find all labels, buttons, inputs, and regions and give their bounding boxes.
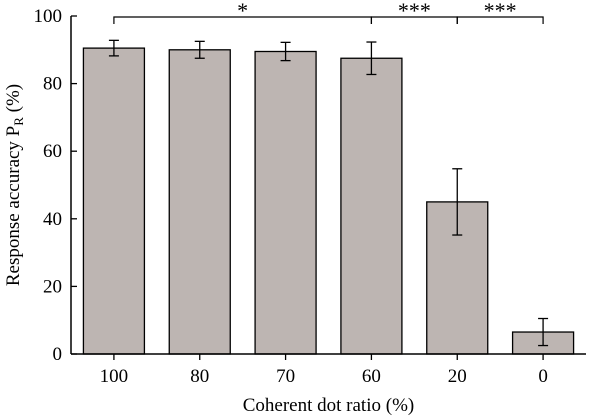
bars-group: [82, 47, 575, 355]
x-tick-label: 20: [448, 366, 467, 387]
y-axis-title: Response accuracy PR (%): [3, 84, 26, 286]
y-ticks-group: 0 20 40 60 80 100: [34, 6, 77, 365]
y-tick-label: 0: [53, 344, 63, 365]
significance-label: ***: [398, 0, 431, 23]
bar-80: [168, 49, 231, 355]
y-tick-label: 20: [43, 276, 62, 297]
error-bar-60: [366, 41, 377, 76]
x-ticks-group: 100 80 70 60 20 0: [100, 354, 548, 387]
significance-label: ***: [484, 0, 517, 23]
bar-60: [340, 57, 403, 355]
y-axis-title-unit: (%): [3, 84, 24, 117]
bar-100: [82, 47, 146, 355]
x-axis-title: Coherent dot ratio (%): [243, 395, 414, 416]
significance-label: *: [237, 0, 248, 23]
significance-group: * *** ***: [113, 0, 544, 24]
x-tick-label: 80: [190, 366, 209, 387]
error-bar-70: [280, 41, 291, 62]
x-tick-label: 0: [538, 366, 548, 387]
error-bar-100: [108, 39, 119, 57]
y-tick-label: 80: [43, 74, 62, 95]
y-tick-label: 40: [43, 209, 62, 230]
y-tick-label: 60: [43, 141, 62, 162]
x-tick-label: 100: [100, 366, 129, 387]
y-tick-label: 100: [34, 6, 63, 27]
x-tick-label: 60: [362, 366, 381, 387]
y-axis-title-main: Response accuracy P: [3, 126, 24, 286]
error-bar-0: [538, 317, 549, 347]
error-bar-80: [194, 40, 205, 59]
y-axis-title-subscript: R: [11, 117, 26, 126]
x-tick-label: 70: [276, 366, 295, 387]
significance-bracket: [456, 16, 544, 24]
error-bar-20: [452, 168, 463, 236]
error-bars-group: [108, 39, 549, 347]
bar-70: [254, 50, 317, 355]
